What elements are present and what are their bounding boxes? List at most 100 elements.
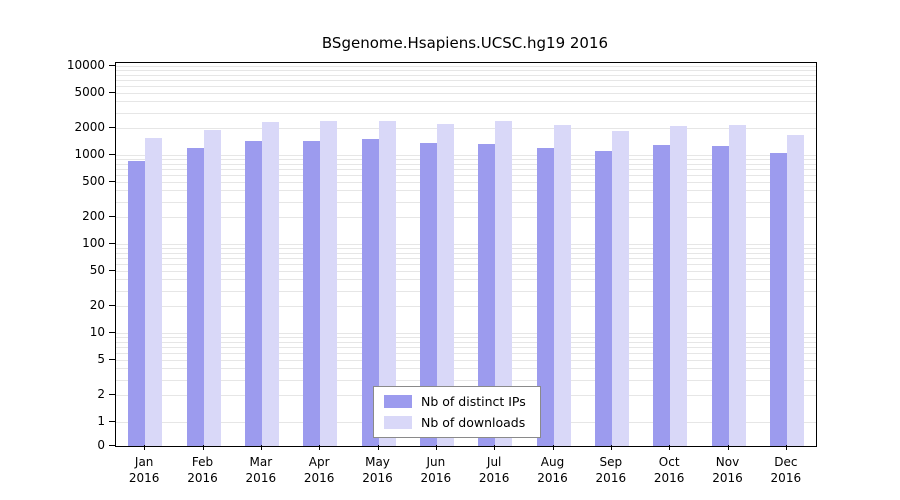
bar-downloads [495, 121, 513, 446]
x-label-year: 2016 [595, 471, 627, 486]
grid-line [116, 333, 816, 334]
grid-line [116, 263, 816, 265]
grid-line [116, 168, 816, 170]
y-axis-tick-label: 2000 [74, 120, 105, 135]
x-label-year: 2016 [770, 471, 802, 486]
y-axis-tick-mark [109, 216, 115, 218]
bar-downloads [261, 121, 279, 446]
bar-distinct-ips [769, 153, 787, 446]
grid-line [116, 252, 816, 254]
grid-line [116, 244, 816, 245]
x-axis-tick-mark [260, 445, 262, 450]
x-label-year: 2016 [128, 471, 160, 486]
bar-distinct-ips [536, 147, 554, 446]
bar-distinct-ips [186, 147, 204, 446]
x-axis-tick-label: Dec 2016 [756, 454, 816, 486]
bar-downloads [145, 138, 163, 446]
grid-line [116, 201, 816, 203]
chart-title: BSgenome.Hsapiens.UCSC.hg19 2016 [321, 34, 609, 52]
x-axis-tick-label: Feb 2016 [173, 454, 233, 486]
y-axis-tick-label: 2 [97, 387, 105, 402]
y-axis-tick-mark [109, 305, 115, 307]
y-axis-tick-label: 100 [82, 236, 105, 250]
x-label-month: Mar [249, 455, 273, 469]
x-axis-tick-label: Sep 2016 [581, 454, 641, 486]
x-label-year: 2016 [187, 471, 218, 486]
x-axis-tick-mark [202, 445, 204, 450]
y-axis-tick-label: 200 [82, 209, 105, 224]
x-label-month: Jan [134, 455, 154, 469]
x-label-month: Oct [658, 455, 680, 469]
x-axis-tick-mark [727, 445, 729, 450]
y-axis-tick-label: 50 [89, 262, 105, 277]
x-label-month: Jun [426, 455, 446, 469]
x-label-year: 2016 [420, 471, 452, 486]
x-axis-tick-mark [494, 445, 496, 450]
bar-distinct-ips [653, 144, 671, 446]
x-axis-tick-mark [552, 445, 554, 450]
bar-downloads [320, 121, 338, 446]
grid-line [116, 74, 816, 76]
bar-downloads [728, 125, 746, 446]
grid-line [116, 248, 816, 250]
bar-distinct-ips [303, 140, 321, 446]
x-axis-tick-mark [610, 445, 612, 450]
bar-downloads [786, 134, 804, 446]
x-label-year: 2016 [712, 471, 743, 486]
y-axis-tick-mark [109, 358, 115, 360]
bar-downloads [670, 126, 688, 446]
grid-line [116, 92, 816, 94]
x-label-year: 2016 [362, 471, 393, 486]
x-label-month: May [365, 455, 390, 469]
grid-line [116, 279, 816, 281]
y-axis-tick-label: 500 [82, 173, 105, 188]
grid-line [116, 128, 816, 130]
x-label-year: 2016 [478, 471, 510, 486]
x-label-year: 2016 [537, 471, 568, 486]
grid-line [116, 163, 816, 165]
legend: Nb of distinct IPs Nb of downloads [373, 386, 541, 438]
x-label-month: Feb [191, 455, 214, 469]
x-axis-tick-label: Apr 2016 [289, 454, 349, 486]
bar-downloads [611, 131, 629, 446]
y-axis-tick-label: 1 [97, 414, 105, 428]
grid-line [116, 270, 816, 272]
x-axis-tick-mark [435, 445, 437, 450]
x-axis-tick-label: Aug 2016 [523, 454, 583, 486]
grid-line [116, 181, 816, 183]
y-axis-tick-label: 20 [89, 298, 105, 313]
x-label-month: Apr [308, 455, 330, 469]
x-axis-tick-label: Jan 2016 [114, 454, 174, 486]
legend-row-distinct-ips: Nb of distinct IPs [384, 394, 526, 409]
grid-line [116, 337, 816, 339]
y-axis-tick-label: 10000 [66, 58, 105, 72]
bar-distinct-ips [128, 161, 146, 446]
x-label-year: 2016 [245, 471, 277, 486]
grid-line [116, 346, 816, 348]
y-axis-tick-mark [109, 127, 115, 129]
x-axis-tick-label: Jul 2016 [464, 454, 524, 486]
legend-row-downloads: Nb of downloads [384, 415, 526, 430]
grid-line [116, 217, 816, 219]
y-axis-tick-label: 1000 [74, 147, 105, 161]
legend-label-distinct-ips: Nb of distinct IPs [421, 394, 526, 409]
y-axis-tick-mark [109, 154, 115, 155]
y-axis-tick-mark [109, 243, 115, 244]
y-axis-tick-mark [109, 65, 115, 66]
x-axis-tick-label: Nov 2016 [698, 454, 758, 486]
grid-line [116, 79, 816, 81]
y-axis-tick-label: 0 [97, 438, 105, 452]
x-axis-tick-label: Oct 2016 [639, 454, 699, 486]
x-axis-tick-mark [377, 445, 379, 450]
grid-line [116, 112, 816, 114]
y-axis-tick-label: 5000 [74, 84, 105, 99]
x-axis-tick-label: Jun 2016 [406, 454, 466, 486]
bar-downloads [553, 124, 571, 446]
y-axis-tick-label: 10 [89, 325, 105, 339]
y-axis-tick-mark [109, 180, 115, 182]
grid-line [116, 368, 816, 370]
grid-line [116, 101, 816, 103]
x-axis-tick-label: Mar 2016 [231, 454, 291, 486]
plot-area [115, 62, 817, 447]
x-label-month: Nov [715, 455, 740, 469]
